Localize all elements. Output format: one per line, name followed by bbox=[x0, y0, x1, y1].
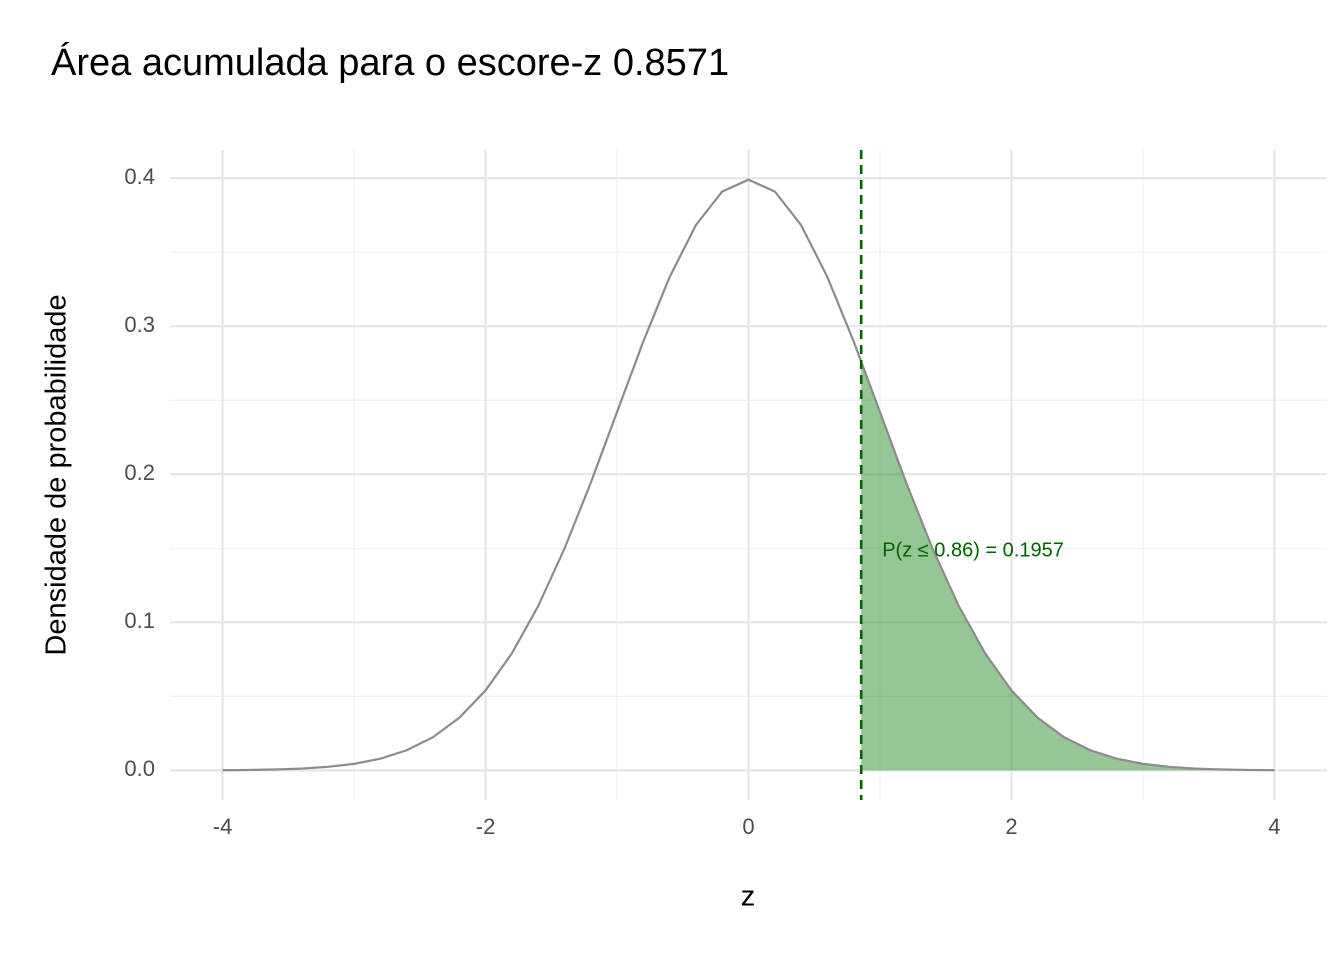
density-curve bbox=[222, 178, 1275, 772]
y-tick-label: 0.0 bbox=[124, 756, 155, 781]
x-axis-title: z bbox=[741, 881, 756, 913]
x-tick-label: 0 bbox=[742, 814, 754, 839]
y-axis-title: Densidade de probabilidade bbox=[41, 294, 73, 655]
y-tick-label: 0.2 bbox=[124, 460, 155, 485]
y-tick-label: 0.3 bbox=[124, 312, 155, 337]
chart-title: Área acumulada para o escore-z 0.8571 bbox=[51, 41, 729, 84]
x-tick-label: -2 bbox=[476, 814, 496, 839]
x-tick-label: 2 bbox=[1005, 814, 1017, 839]
y-tick-label: 0.4 bbox=[124, 164, 155, 189]
x-tick-label: 4 bbox=[1268, 814, 1280, 839]
y-tick-label: 0.1 bbox=[124, 608, 155, 633]
shaded-area bbox=[861, 361, 1275, 771]
x-tick-label: -4 bbox=[213, 814, 233, 839]
annotation: P(z ≤ 0.86) = 0.1957 bbox=[882, 539, 1064, 561]
